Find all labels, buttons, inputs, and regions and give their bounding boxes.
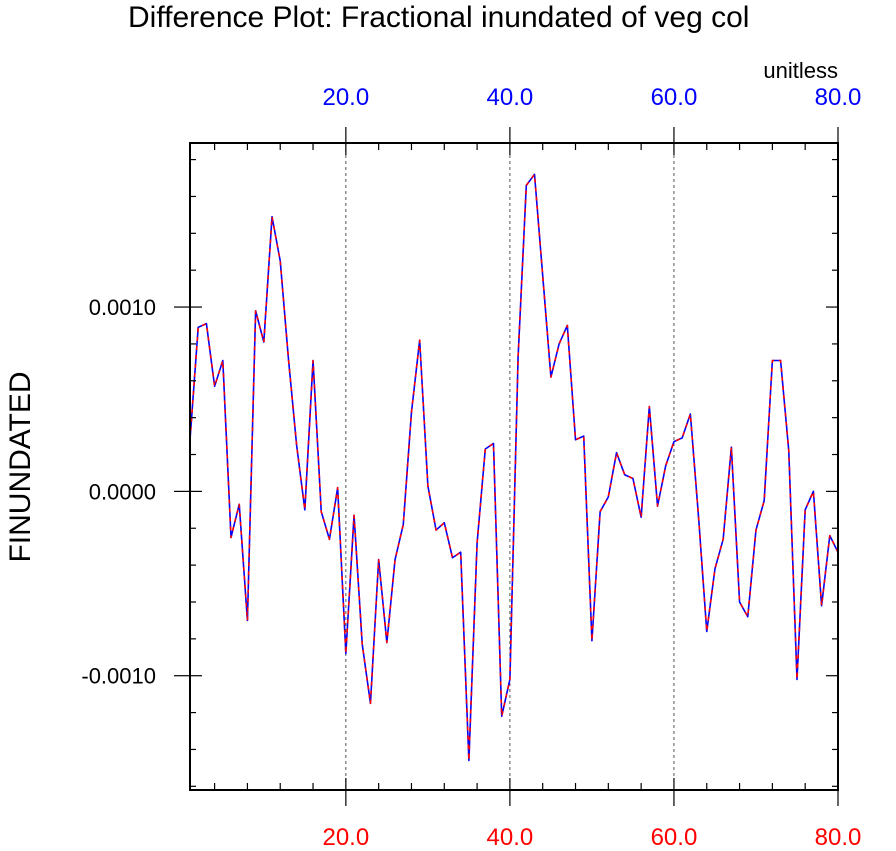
units-label: unitless — [763, 58, 838, 83]
series-line-solid — [189, 173, 839, 762]
chart-title: Difference Plot: Fractional inundated of… — [128, 1, 749, 34]
plot-frame — [189, 142, 839, 791]
x-tick-label-bottom: 20.0 — [322, 824, 369, 851]
x-tick-label-bottom: 80.0 — [815, 824, 862, 851]
axes — [174, 127, 839, 806]
y-tick-label: 0.0010 — [89, 295, 156, 320]
vertical-gridlines — [345, 143, 675, 790]
y-axis-label: FINUNDATED — [4, 371, 37, 562]
x-tick-label-bottom: 60.0 — [651, 824, 698, 851]
y-tick-label: -0.0010 — [81, 664, 156, 689]
x-tick-label-bottom: 40.0 — [487, 824, 534, 851]
data-series — [189, 173, 839, 762]
x-tick-label-top: 40.0 — [487, 84, 534, 111]
tick-labels: 20.0 20.0 40.0 40.0 60.0 60.0 80.0 80.0 0.0010 0.… — [81, 84, 861, 851]
x-tick-label-top: 80.0 — [815, 84, 862, 111]
y-tick-label: 0.0000 — [89, 479, 156, 504]
series-line-dashed — [189, 173, 839, 762]
x-tick-label-top: 60.0 — [651, 84, 698, 111]
x-tick-label-top: 20.0 — [322, 84, 369, 111]
